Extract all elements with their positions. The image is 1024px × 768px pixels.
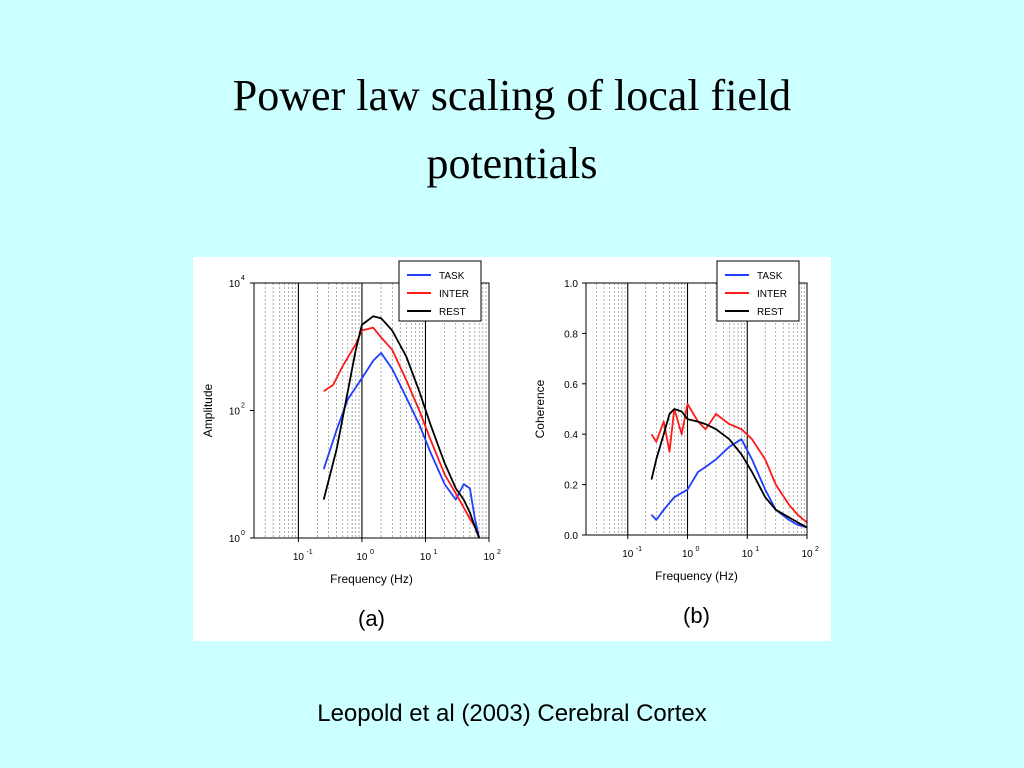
y-tick-label: 10	[229, 407, 241, 418]
series-line-task	[650, 438, 808, 529]
x-axis-label: Frequency (Hz)	[330, 572, 413, 586]
y-tick-exponent: 4	[241, 275, 245, 282]
figure-panel: 10 -1 10 0 10 1 10 2 10 0 10 2 10 4 Frequency (Hz) Ampl…	[193, 257, 831, 641]
legend: TASK INTER REST	[716, 260, 800, 322]
slide-title: Power law scaling of local field potenti…	[0, 62, 1024, 198]
y-tick-label: 0.4	[564, 430, 578, 441]
x-tick-exponent: -1	[306, 549, 312, 556]
y-tick-label: 0.0	[564, 531, 578, 542]
legend-label-task: TASK	[757, 271, 783, 282]
x-tick-label: 10	[356, 552, 368, 563]
series-line-inter	[650, 403, 808, 524]
legend-label-rest: REST	[439, 307, 466, 318]
y-tick-label: 0.6	[564, 380, 578, 391]
slide-title-line-2: potentials	[426, 139, 598, 188]
x-tick-label: 10	[682, 549, 694, 560]
x-tick-label: 10	[420, 552, 432, 563]
x-tick-label: 10	[293, 552, 305, 563]
x-tick-exponent: 2	[497, 549, 501, 556]
x-tick-exponent: 0	[696, 546, 700, 553]
y-tick-label: 10	[229, 534, 241, 545]
y-tick-label: 0.8	[564, 329, 578, 340]
x-tick-label: 10	[483, 552, 495, 563]
y-axis-label: Coherence	[533, 379, 547, 438]
x-tick-exponent: 2	[815, 546, 819, 553]
x-tick-exponent: 1	[433, 549, 437, 556]
y-axis-label: Amplitude	[201, 384, 215, 438]
chart-b: 10 -1 10 0 10 1 10 20.00.20.40.60.81.0Frequency…	[533, 260, 819, 628]
series-line-rest	[650, 408, 808, 529]
x-tick-exponent: -1	[636, 546, 642, 553]
x-axis-label: Frequency (Hz)	[655, 569, 738, 583]
legend-label-inter: INTER	[757, 289, 787, 300]
x-tick-exponent: 0	[370, 549, 374, 556]
y-tick-label: 10	[229, 279, 241, 290]
x-tick-exponent: 1	[755, 546, 759, 553]
series-line-inter	[323, 326, 481, 539]
x-tick-label: 10	[742, 549, 754, 560]
x-tick-label: 10	[801, 549, 813, 560]
y-tick-exponent: 2	[241, 403, 245, 410]
legend-label-task: TASK	[439, 271, 465, 282]
x-tick-label: 10	[622, 549, 634, 560]
y-tick-label: 0.2	[564, 481, 578, 492]
panel-label: (b)	[683, 603, 710, 628]
plot-frame	[585, 282, 808, 536]
legend-label-rest: REST	[757, 307, 784, 318]
series-line-rest	[322, 315, 481, 539]
slide-title-line-1: Power law scaling of local field	[232, 71, 792, 120]
legend-label-inter: INTER	[439, 289, 469, 300]
citation: Leopold et al (2003) Cerebral Cortex	[317, 700, 707, 727]
series-line-task	[322, 352, 481, 539]
y-tick-label: 1.0	[564, 279, 578, 290]
legend: TASK INTER REST	[398, 260, 482, 322]
y-tick-exponent: 0	[241, 530, 245, 537]
panel-label: (a)	[358, 606, 385, 631]
